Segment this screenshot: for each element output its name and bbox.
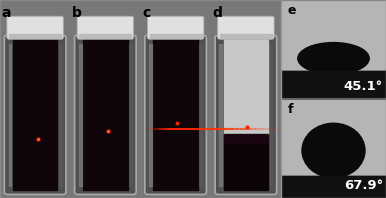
FancyBboxPatch shape <box>218 16 274 39</box>
Bar <box>80 34 131 38</box>
FancyBboxPatch shape <box>147 16 204 39</box>
Bar <box>8 44 11 186</box>
Ellipse shape <box>298 43 369 74</box>
Bar <box>153 38 198 190</box>
Bar <box>150 34 201 38</box>
Text: b: b <box>72 6 81 20</box>
Bar <box>9 34 61 38</box>
Bar <box>281 71 386 99</box>
Text: a: a <box>2 6 11 20</box>
Text: f: f <box>287 103 293 116</box>
Bar <box>270 44 273 186</box>
Text: 67.9°: 67.9° <box>344 179 383 192</box>
Bar <box>219 44 222 186</box>
FancyBboxPatch shape <box>215 35 277 194</box>
Bar <box>223 134 268 144</box>
Bar <box>220 34 272 38</box>
Bar <box>83 38 128 190</box>
Bar <box>223 38 268 134</box>
Ellipse shape <box>302 123 365 178</box>
Bar <box>79 44 81 186</box>
Text: e: e <box>287 4 296 17</box>
Bar <box>281 176 386 198</box>
FancyBboxPatch shape <box>4 35 66 194</box>
Bar <box>13 38 58 190</box>
FancyBboxPatch shape <box>145 35 207 194</box>
Bar <box>281 71 386 99</box>
Bar <box>281 176 386 198</box>
Text: c: c <box>142 6 150 20</box>
FancyBboxPatch shape <box>74 35 136 194</box>
Bar <box>149 44 152 186</box>
Bar <box>59 44 62 186</box>
Bar <box>200 44 202 186</box>
Bar <box>223 144 268 190</box>
FancyBboxPatch shape <box>7 16 63 39</box>
Text: 45.1°: 45.1° <box>344 80 383 93</box>
Bar <box>129 44 132 186</box>
Text: d: d <box>212 6 222 20</box>
FancyBboxPatch shape <box>77 16 134 39</box>
